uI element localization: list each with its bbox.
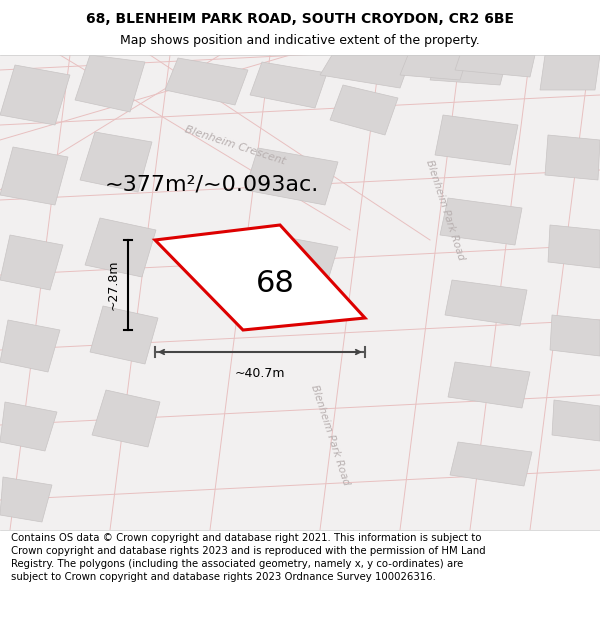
- Polygon shape: [0, 65, 70, 125]
- Polygon shape: [0, 147, 68, 205]
- Polygon shape: [80, 132, 152, 192]
- Polygon shape: [0, 235, 63, 290]
- Polygon shape: [400, 55, 468, 80]
- Polygon shape: [75, 55, 145, 112]
- Polygon shape: [320, 55, 412, 88]
- Polygon shape: [445, 280, 527, 326]
- Text: ~377m²/~0.093ac.: ~377m²/~0.093ac.: [105, 175, 319, 195]
- Polygon shape: [330, 85, 398, 135]
- Text: ~27.8m: ~27.8m: [107, 260, 120, 310]
- Polygon shape: [0, 402, 57, 451]
- Polygon shape: [430, 55, 508, 85]
- Polygon shape: [455, 55, 535, 77]
- Text: 68: 68: [256, 269, 295, 298]
- Polygon shape: [548, 225, 600, 268]
- Polygon shape: [0, 477, 52, 522]
- Text: Blenheim Park Road: Blenheim Park Road: [424, 159, 466, 261]
- Text: Map shows position and indicative extent of the property.: Map shows position and indicative extent…: [120, 34, 480, 47]
- Polygon shape: [435, 115, 518, 165]
- Polygon shape: [552, 400, 600, 441]
- Polygon shape: [92, 390, 160, 447]
- Polygon shape: [545, 135, 600, 180]
- Polygon shape: [250, 62, 327, 108]
- Polygon shape: [450, 442, 532, 486]
- Polygon shape: [0, 55, 600, 530]
- Polygon shape: [540, 55, 600, 90]
- Polygon shape: [440, 198, 522, 245]
- Text: 68, BLENHEIM PARK ROAD, SOUTH CROYDON, CR2 6BE: 68, BLENHEIM PARK ROAD, SOUTH CROYDON, C…: [86, 12, 514, 26]
- Polygon shape: [550, 315, 600, 356]
- Polygon shape: [245, 232, 338, 290]
- Text: ~40.7m: ~40.7m: [235, 367, 285, 380]
- Text: Contains OS data © Crown copyright and database right 2021. This information is : Contains OS data © Crown copyright and d…: [11, 533, 485, 582]
- Polygon shape: [0, 320, 60, 372]
- Text: Blenheim Park Road: Blenheim Park Road: [309, 384, 351, 486]
- Polygon shape: [155, 225, 365, 330]
- Polygon shape: [90, 306, 158, 364]
- Polygon shape: [165, 58, 248, 105]
- Polygon shape: [245, 148, 338, 205]
- Polygon shape: [85, 218, 156, 277]
- Polygon shape: [448, 362, 530, 408]
- Text: Blenheim Crescent: Blenheim Crescent: [184, 124, 287, 166]
